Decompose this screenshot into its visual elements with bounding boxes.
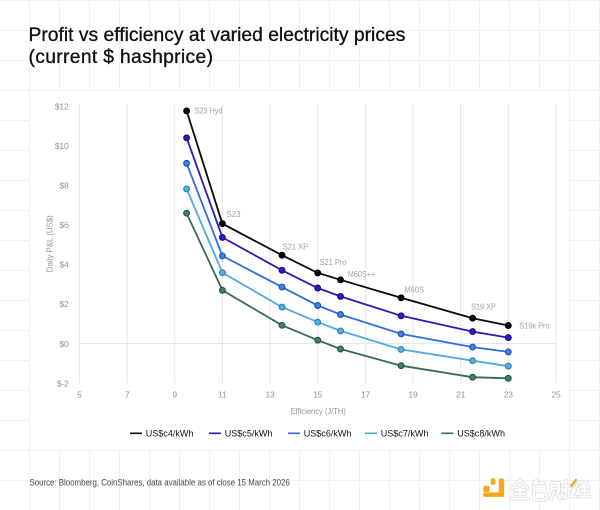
svg-text:S19 XP: S19 XP (471, 301, 496, 311)
svg-text:25: 25 (551, 390, 561, 400)
svg-text:US$c8/kWh: US$c8/kWh (457, 429, 505, 440)
svg-text:S23 Hyd: S23 Hyd (195, 106, 223, 116)
svg-text:US$c6/kWh: US$c6/kWh (304, 429, 352, 440)
svg-text:Daily P&L (US$): Daily P&L (US$) (45, 215, 54, 272)
svg-text:7: 7 (125, 390, 130, 400)
svg-text:23: 23 (504, 390, 514, 400)
svg-text:11: 11 (218, 390, 227, 400)
svg-text:$8: $8 (59, 181, 69, 191)
svg-text:19: 19 (408, 390, 418, 400)
svg-text:$6: $6 (59, 220, 69, 230)
svg-text:9: 9 (172, 390, 177, 400)
svg-text:M60S: M60S (404, 284, 424, 294)
svg-text:S21 XP: S21 XP (283, 241, 309, 251)
svg-text:$-2: $-2 (57, 378, 69, 388)
svg-text:S23: S23 (227, 209, 241, 219)
svg-text:S19k Pro: S19k Pro (519, 320, 550, 330)
svg-text:21: 21 (456, 390, 466, 400)
svg-text:$0: $0 (59, 339, 69, 349)
svg-text:17: 17 (361, 390, 371, 400)
svg-text:$4: $4 (59, 260, 69, 270)
svg-text:15: 15 (313, 390, 323, 400)
svg-text:5: 5 (77, 390, 82, 400)
svg-text:Efficiency (J/TH): Efficiency (J/TH) (291, 407, 347, 416)
svg-text:US$c5/kWh: US$c5/kWh (225, 429, 273, 440)
svg-text:US$c4/kWh: US$c4/kWh (146, 429, 194, 440)
svg-text:$10: $10 (55, 141, 69, 151)
svg-text:$2: $2 (59, 299, 69, 309)
svg-text:M60S++: M60S++ (348, 269, 375, 279)
svg-text:Source: Bloomberg, CoinShares,: Source: Bloomberg, CoinShares, data avai… (30, 478, 290, 488)
svg-text:13: 13 (265, 390, 275, 400)
svg-text:US$c7/kWh: US$c7/kWh (381, 429, 429, 440)
svg-text:$12: $12 (55, 101, 69, 111)
svg-text:S21 Pro: S21 Pro (320, 257, 347, 267)
